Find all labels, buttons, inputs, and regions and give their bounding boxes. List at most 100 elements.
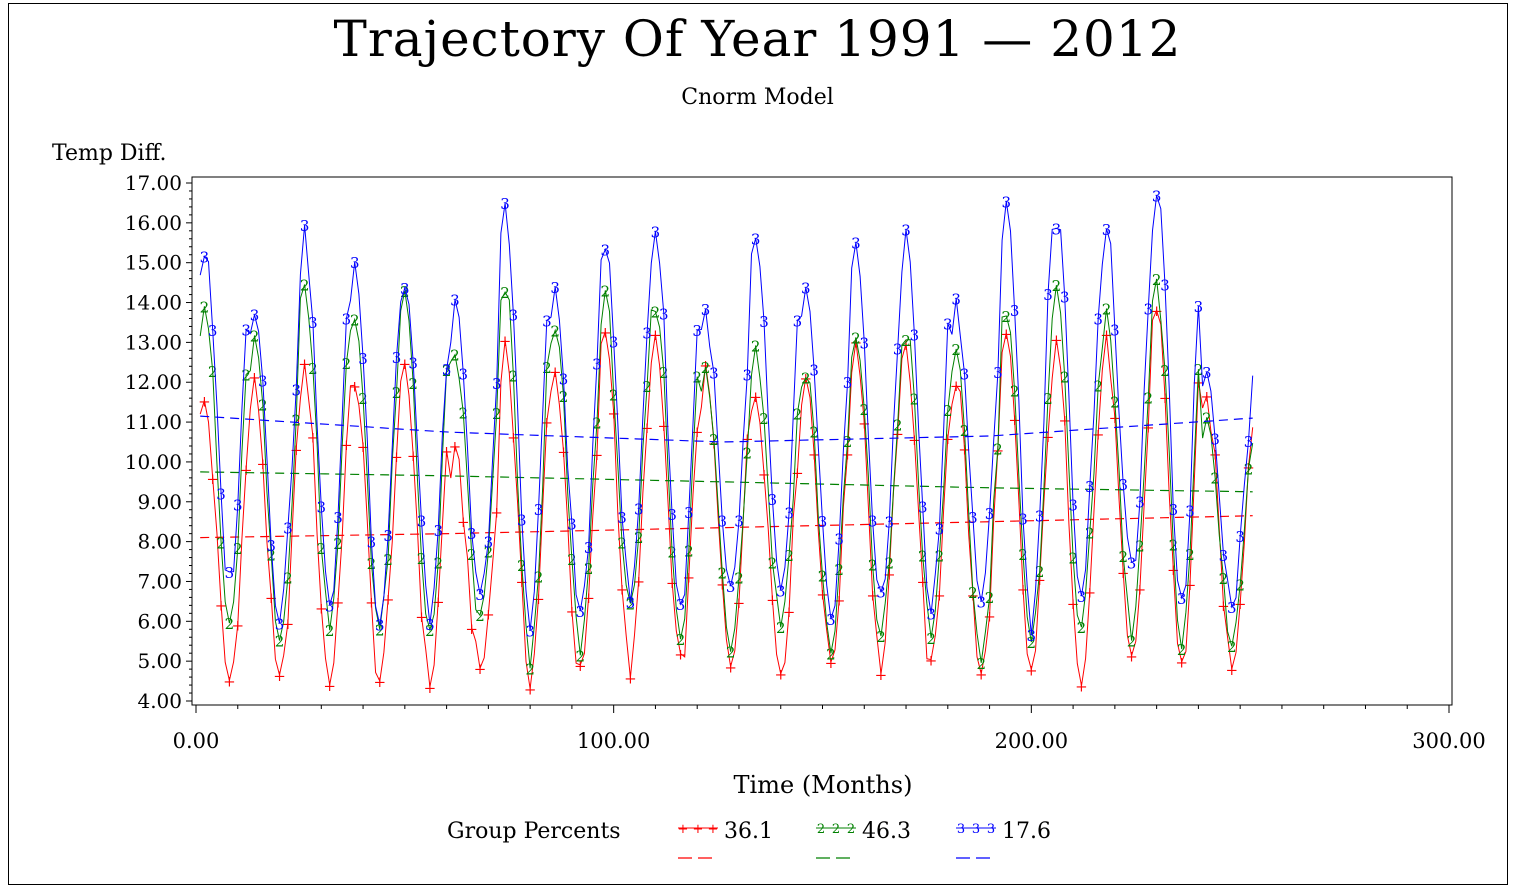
data-point-marker: 2	[976, 655, 986, 673]
data-point-marker: 2	[818, 567, 828, 585]
data-point-marker: 2	[1227, 638, 1237, 656]
data-point-marker: 2	[1035, 563, 1045, 581]
data-point-marker: 3	[859, 335, 869, 353]
data-point-marker: 2	[843, 433, 853, 451]
x-tick-label: 100.00	[577, 729, 650, 753]
data-point-marker: +	[1117, 564, 1130, 582]
data-point-marker: 2	[910, 390, 920, 408]
data-point-marker: 3	[433, 522, 443, 540]
data-point-marker: 3	[1202, 364, 1212, 382]
data-point-marker: 3	[200, 248, 210, 266]
data-point-marker: +	[741, 430, 754, 448]
data-point-marker: +	[624, 670, 637, 688]
y-tick-label: 9.00	[137, 490, 182, 514]
data-point-marker: 2	[216, 535, 226, 553]
x-axis-label: Time (Months)	[734, 771, 913, 799]
data-point-marker: 3	[1177, 590, 1187, 608]
data-point-marker: 2	[751, 337, 761, 355]
data-point-marker: 2	[1169, 536, 1179, 554]
data-point-marker: 2	[717, 564, 727, 582]
data-point-marker: 2	[417, 550, 427, 568]
data-point-marker: 2	[743, 445, 753, 463]
data-point-marker: 3	[901, 221, 911, 239]
data-point-marker: +	[1217, 597, 1230, 615]
data-point-marker: 2	[1052, 277, 1062, 295]
data-point-marker: 3	[667, 506, 677, 524]
data-point-marker: 2	[225, 615, 235, 633]
data-point-marker: 3	[985, 505, 995, 523]
data-point-marker: 3	[910, 327, 920, 345]
data-point-marker: 2	[801, 370, 811, 388]
data-point-marker: 2	[893, 416, 903, 434]
data-point-marker: +	[273, 667, 286, 685]
data-point-marker: 2	[1001, 308, 1011, 326]
data-point-marker: 2	[208, 363, 218, 381]
legend-marker: +	[693, 822, 704, 837]
data-point-marker: +	[774, 666, 787, 684]
data-point-marker: 3	[392, 349, 402, 367]
data-point-marker: 2	[283, 570, 293, 588]
data-point-marker: +	[942, 430, 955, 448]
data-point-marker: +	[1084, 583, 1097, 601]
data-point-marker: +	[424, 679, 437, 697]
data-point-marker: +	[1092, 425, 1105, 443]
data-point-marker: 3	[1043, 286, 1053, 304]
data-point-marker: 2	[1043, 390, 1053, 408]
data-point-marker: 2	[634, 529, 644, 547]
data-point-marker: 3	[442, 361, 452, 379]
data-point-marker: 3	[918, 498, 928, 516]
data-point-marker: +	[465, 620, 478, 638]
data-point-marker: 3	[492, 375, 502, 393]
data-point-marker: +	[599, 324, 612, 342]
data-point-marker: 2	[592, 414, 602, 432]
data-point-marker: +	[1175, 654, 1188, 672]
data-point-marker: 2	[275, 633, 285, 651]
data-point-marker: 3	[784, 505, 794, 523]
data-point-marker: +	[1192, 373, 1205, 391]
data-point-marker: 3	[1144, 300, 1154, 318]
data-point-marker: 2	[885, 554, 895, 572]
data-point-marker: +	[574, 657, 587, 675]
data-point-marker: 3	[976, 593, 986, 611]
data-point-marker: 3	[734, 512, 744, 530]
data-point-marker: 3	[275, 615, 285, 633]
data-point-marker: 3	[642, 325, 652, 343]
data-point-marker: +	[733, 594, 746, 612]
data-point-marker: 3	[1110, 322, 1120, 340]
data-point-marker: 2	[1010, 383, 1020, 401]
legend-marker: 2	[817, 822, 825, 837]
data-point-marker: +	[298, 355, 311, 373]
data-point-marker: +	[340, 436, 353, 454]
legend-marker: 2	[847, 822, 855, 837]
data-point-marker: +	[1075, 678, 1088, 696]
data-point-marker: 2	[1219, 570, 1229, 588]
data-point-marker: 2	[926, 630, 936, 648]
data-point-marker: 2	[1093, 378, 1103, 396]
data-point-marker: 2	[709, 431, 719, 449]
data-point-marker: +	[282, 615, 295, 633]
data-point-marker: 2	[1160, 362, 1170, 380]
data-point-marker: 2	[826, 645, 836, 663]
legend-entry-group-1: + + +36.1	[678, 819, 773, 859]
y-tick-label: 17.00	[125, 171, 182, 195]
data-point-marker: 2	[450, 347, 460, 365]
data-point-marker: 3	[834, 531, 844, 549]
data-point-marker: +	[532, 590, 545, 608]
data-point-marker: +	[933, 587, 946, 605]
data-point-marker: 3	[559, 371, 569, 389]
data-point-marker: 2	[400, 283, 410, 301]
data-point-marker: 3	[241, 322, 251, 340]
data-point-marker: 3	[634, 500, 644, 518]
y-tick-label: 5.00	[137, 649, 182, 673]
data-point-marker: +	[240, 461, 253, 479]
data-point-marker: 3	[358, 350, 368, 368]
data-point-marker: 3	[1152, 187, 1162, 205]
data-point-marker: +	[348, 377, 361, 395]
trend-line-group-1	[200, 515, 1253, 539]
data-point-marker: +	[1184, 576, 1197, 594]
data-point-marker: +	[766, 591, 779, 609]
data-point-marker: 2	[1027, 634, 1037, 652]
data-point-marker: 2	[1185, 546, 1195, 564]
data-point-marker: 3	[701, 301, 711, 319]
